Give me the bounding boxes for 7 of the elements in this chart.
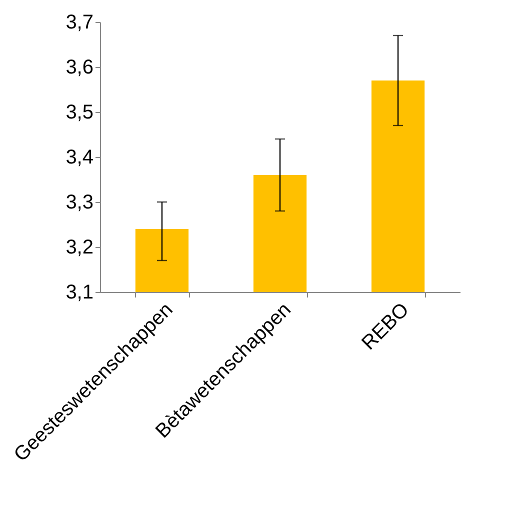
y-tick-label: 3,7 — [66, 12, 94, 34]
y-tick-label: 3,4 — [66, 146, 94, 168]
y-tick-label: 3,5 — [66, 102, 94, 124]
y-tick-label: 3,6 — [66, 56, 94, 78]
y-tick-label: 3,2 — [66, 236, 94, 258]
y-tick-label: 3,1 — [66, 282, 94, 304]
y-tick-label: 3,3 — [66, 192, 94, 214]
